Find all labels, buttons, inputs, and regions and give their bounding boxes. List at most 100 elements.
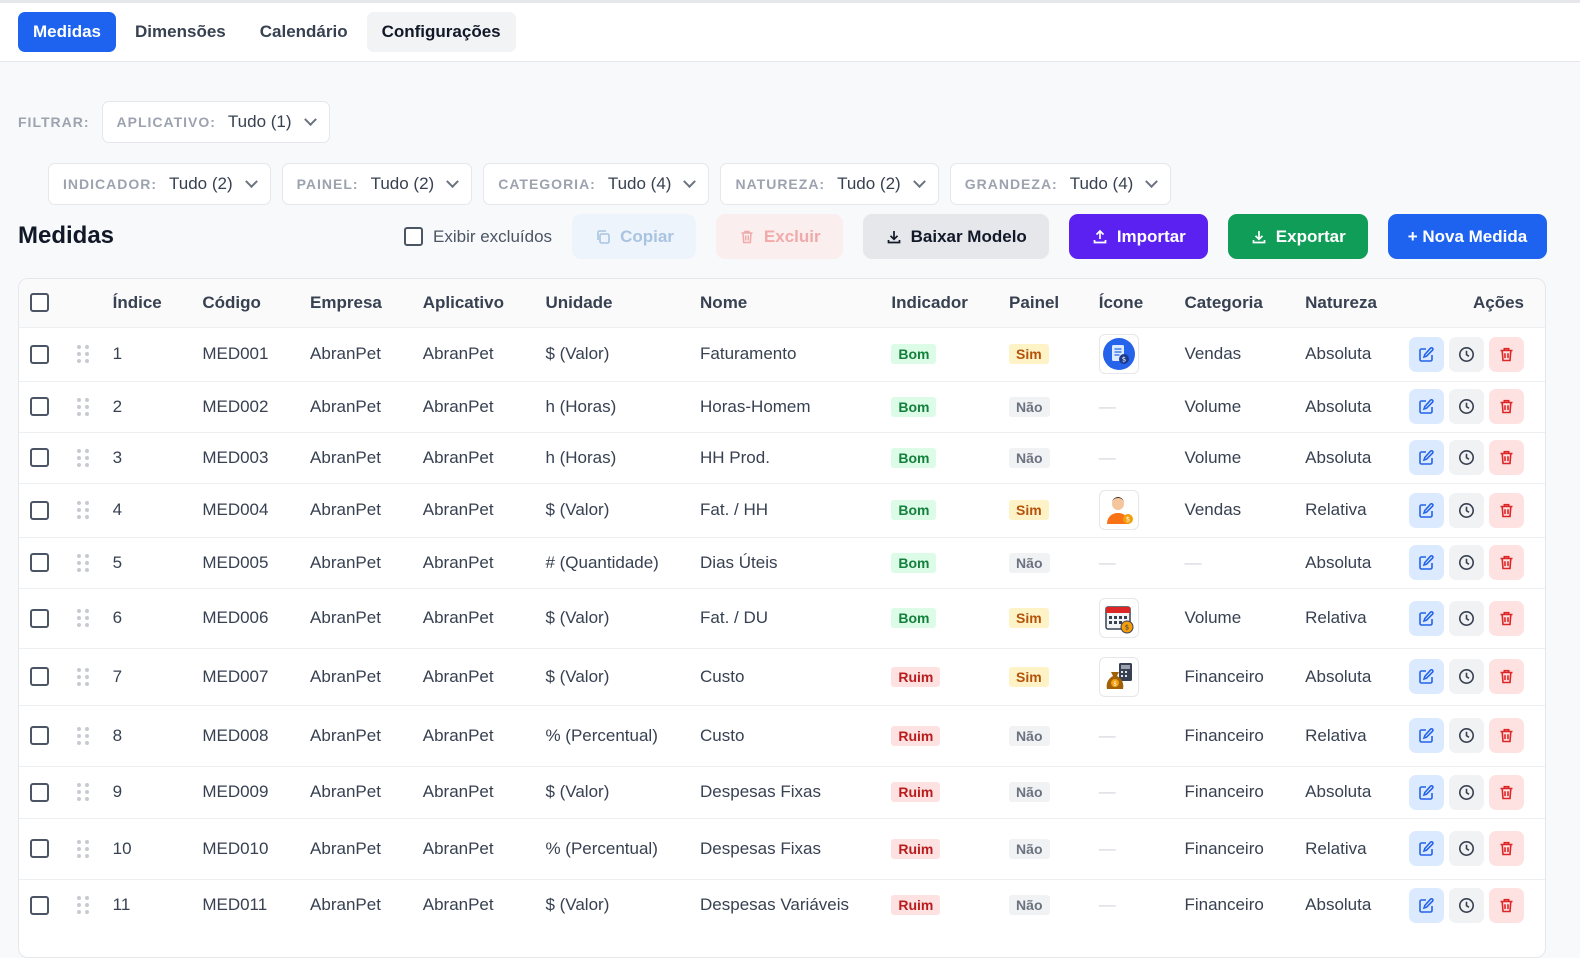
- table-row[interactable]: 1 MED001 AbranPet AbranPet $ (Valor) Fat…: [19, 326, 1545, 381]
- col-painel[interactable]: Painel: [1009, 279, 1099, 327]
- col-categoria[interactable]: Categoria: [1184, 279, 1306, 327]
- table-row[interactable]: 11 MED011 AbranPet AbranPet $ (Valor) De…: [19, 878, 1545, 931]
- row-checkbox[interactable]: [30, 895, 49, 915]
- history-button[interactable]: [1449, 336, 1484, 372]
- show-deleted-toggle[interactable]: Exibir excluídos: [404, 227, 552, 247]
- history-button[interactable]: [1449, 440, 1484, 475]
- history-button[interactable]: [1449, 545, 1484, 580]
- edit-button[interactable]: [1409, 600, 1444, 636]
- tab-dimensoes[interactable]: Dimensões: [135, 22, 226, 41]
- filter-aplicativo[interactable]: APLICATIVO: Tudo (1): [101, 101, 330, 143]
- drag-handle-icon[interactable]: [76, 501, 89, 519]
- row-delete-button[interactable]: [1489, 492, 1524, 528]
- drag-handle-icon[interactable]: [76, 448, 89, 467]
- history-button[interactable]: [1449, 887, 1484, 923]
- drag-handle-icon[interactable]: [76, 839, 89, 858]
- indicator-badge: Ruim: [891, 666, 941, 687]
- indicator-badge: Ruim: [891, 782, 941, 802]
- history-button[interactable]: [1449, 389, 1484, 424]
- col-nome[interactable]: Nome: [700, 279, 892, 327]
- delete-button[interactable]: Excluir: [715, 214, 843, 259]
- history-button[interactable]: [1449, 492, 1484, 528]
- col-aplicativo[interactable]: Aplicativo: [422, 279, 546, 327]
- edit-button[interactable]: [1409, 545, 1444, 580]
- import-button[interactable]: Importar: [1068, 214, 1208, 259]
- table-row[interactable]: 3 MED003 AbranPet AbranPet h (Horas) HH …: [19, 431, 1545, 483]
- row-delete-button[interactable]: [1489, 545, 1524, 580]
- select-all-checkbox[interactable]: [30, 293, 49, 313]
- edit-button[interactable]: [1409, 887, 1444, 923]
- filter-indicador[interactable]: INDICADOR: Tudo (2): [48, 163, 271, 205]
- col-empresa[interactable]: Empresa: [310, 279, 423, 327]
- filter-painel[interactable]: PAINEL: Tudo (2): [281, 163, 473, 205]
- table-row[interactable]: 9 MED009 AbranPet AbranPet $ (Valor) Des…: [19, 765, 1545, 818]
- edit-button[interactable]: [1409, 440, 1444, 475]
- row-delete-button[interactable]: [1489, 440, 1524, 475]
- drag-handle-icon[interactable]: [76, 896, 89, 915]
- row-delete-button[interactable]: [1489, 600, 1524, 636]
- edit-button[interactable]: [1409, 492, 1444, 528]
- edit-button[interactable]: [1409, 336, 1444, 372]
- drag-handle-icon[interactable]: [76, 783, 89, 801]
- row-checkbox[interactable]: [30, 608, 49, 628]
- edit-button[interactable]: [1409, 774, 1444, 810]
- row-checkbox[interactable]: [30, 726, 49, 745]
- edit-button[interactable]: [1409, 718, 1444, 753]
- filter-natureza[interactable]: NATUREZA: Tudo (2): [720, 163, 939, 205]
- row-checkbox[interactable]: [30, 553, 49, 572]
- col-unidade[interactable]: Unidade: [545, 279, 701, 327]
- table-row[interactable]: 6 MED006 AbranPet AbranPet $ (Valor) Fat…: [19, 587, 1545, 648]
- col-indice[interactable]: Índice: [112, 279, 203, 327]
- drag-handle-icon[interactable]: [76, 553, 89, 572]
- drag-handle-icon[interactable]: [76, 345, 89, 363]
- export-button[interactable]: Exportar: [1227, 214, 1368, 259]
- history-button[interactable]: [1449, 659, 1484, 694]
- indicator-badge: Bom: [891, 344, 937, 364]
- drag-handle-icon[interactable]: [76, 609, 89, 627]
- row-delete-button[interactable]: [1489, 774, 1524, 810]
- table-row[interactable]: 4 MED004 AbranPet AbranPet $ (Valor) Fat…: [19, 482, 1545, 537]
- tab-configuracoes[interactable]: Configurações: [366, 12, 516, 52]
- table-row[interactable]: 8 MED008 AbranPet AbranPet % (Percentual…: [19, 704, 1545, 766]
- row-delete-button[interactable]: [1489, 389, 1524, 424]
- row-delete-button[interactable]: [1489, 887, 1524, 923]
- history-button[interactable]: [1449, 831, 1484, 866]
- new-measure-button[interactable]: + Nova Medida: [1387, 214, 1548, 259]
- drag-handle-icon[interactable]: [76, 397, 89, 416]
- row-checkbox[interactable]: [30, 448, 49, 467]
- row-checkbox[interactable]: [30, 397, 49, 416]
- drag-handle-icon[interactable]: [76, 726, 89, 745]
- table-row[interactable]: 7 MED007 AbranPet AbranPet $ (Valor) Cus…: [19, 647, 1545, 705]
- drag-handle-icon[interactable]: [76, 667, 89, 686]
- row-delete-button[interactable]: [1489, 659, 1524, 694]
- history-button[interactable]: [1449, 600, 1484, 636]
- row-delete-button[interactable]: [1489, 718, 1524, 753]
- col-codigo[interactable]: Código: [202, 279, 311, 327]
- row-checkbox[interactable]: [30, 782, 49, 802]
- edit-icon: [1419, 610, 1434, 626]
- row-checkbox[interactable]: [30, 344, 49, 364]
- table-row[interactable]: 2 MED002 AbranPet AbranPet h (Horas) Hor…: [19, 380, 1545, 432]
- tab-calendario[interactable]: Calendário: [259, 22, 348, 41]
- filter-grandeza[interactable]: GRANDEZA: Tudo (4): [949, 163, 1172, 205]
- row-checkbox[interactable]: [30, 500, 49, 520]
- download-template-button[interactable]: Baixar Modelo: [862, 214, 1049, 259]
- row-checkbox[interactable]: [30, 667, 49, 686]
- table-row[interactable]: 5 MED005 AbranPet AbranPet # (Quantidade…: [19, 536, 1545, 588]
- tab-medidas[interactable]: Medidas: [18, 12, 117, 52]
- row-delete-button[interactable]: [1489, 336, 1524, 372]
- col-indicador[interactable]: Indicador: [891, 279, 1010, 327]
- filter-categoria[interactable]: CATEGORIA: Tudo (4): [483, 163, 710, 205]
- col-natureza[interactable]: Natureza: [1305, 279, 1409, 327]
- edit-button[interactable]: [1409, 389, 1444, 424]
- show-deleted-checkbox[interactable]: [404, 227, 423, 246]
- filter-value: Tudo (2): [837, 174, 901, 193]
- copy-button[interactable]: Copiar: [572, 214, 696, 259]
- edit-button[interactable]: [1409, 831, 1444, 866]
- table-row[interactable]: 10 MED010 AbranPet AbranPet % (Percentua…: [19, 817, 1545, 879]
- edit-button[interactable]: [1409, 659, 1444, 694]
- row-delete-button[interactable]: [1489, 831, 1524, 866]
- row-checkbox[interactable]: [30, 839, 49, 858]
- history-button[interactable]: [1449, 774, 1484, 810]
- history-button[interactable]: [1449, 718, 1484, 753]
